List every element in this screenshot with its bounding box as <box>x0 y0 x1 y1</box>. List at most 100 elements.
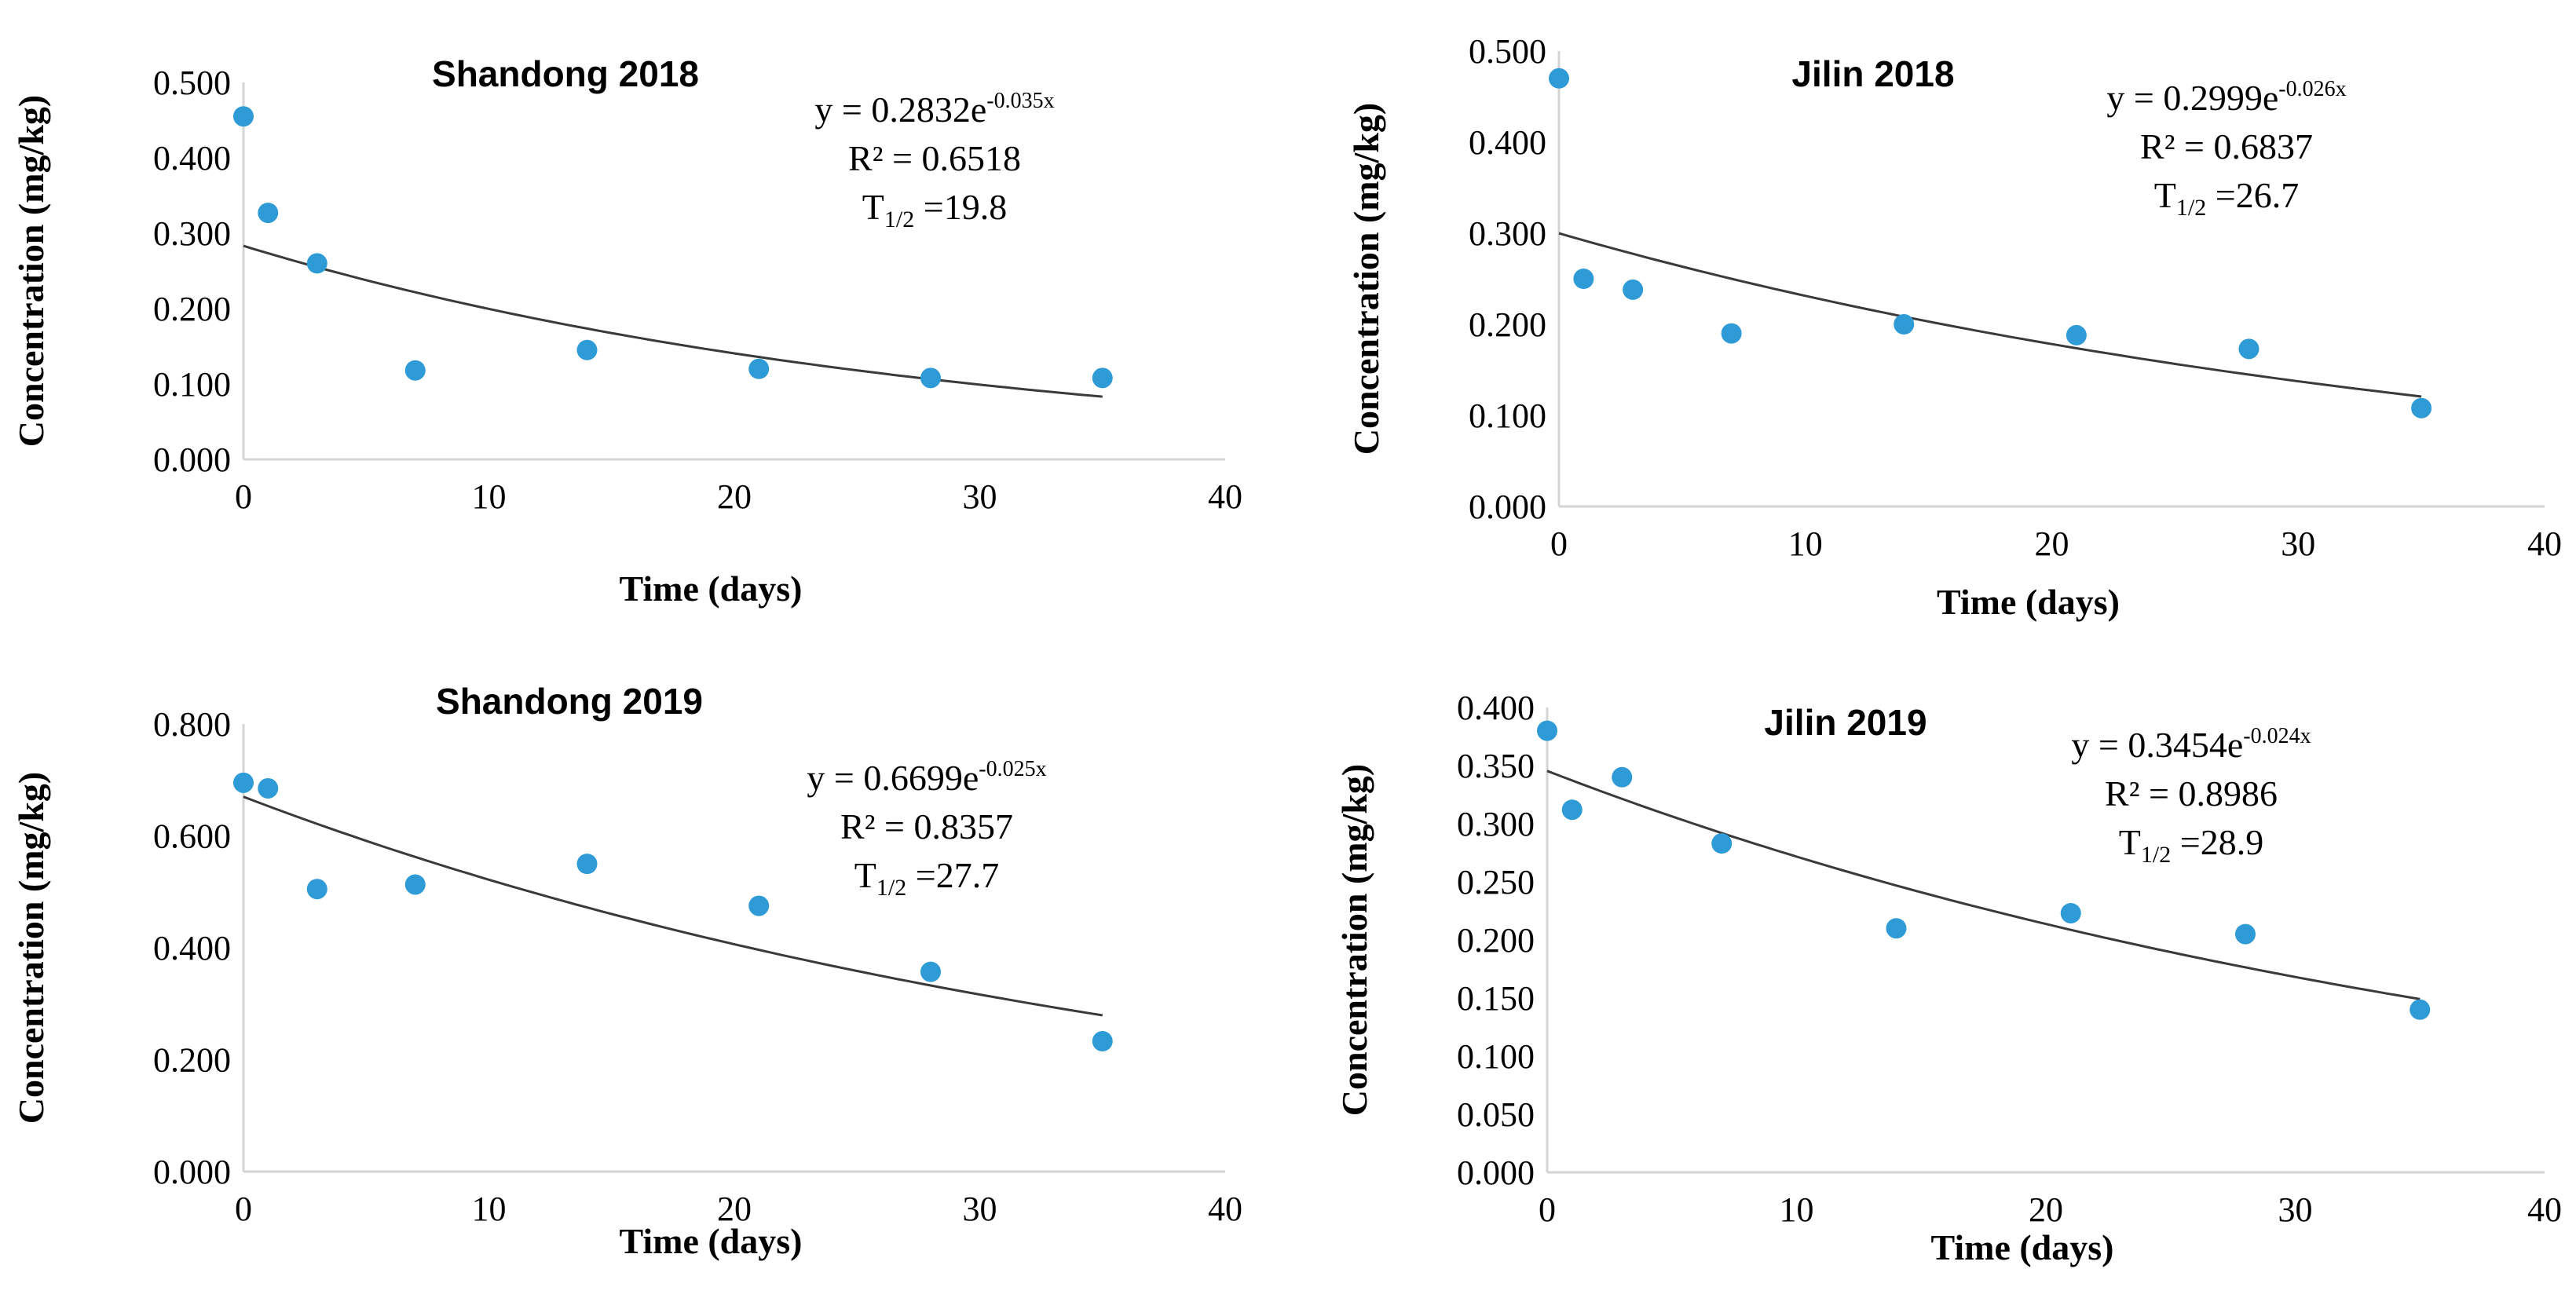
data-point <box>2410 999 2431 1020</box>
y-tick-label: 0.000 <box>1469 488 1546 526</box>
y-tick-label: 0.600 <box>153 817 231 856</box>
x-tick-label: 40 <box>2527 525 2562 563</box>
half-life: T1/2 =19.8 <box>862 187 1007 232</box>
data-point <box>1549 68 1569 89</box>
y-tick-label: 0.200 <box>1469 305 1546 344</box>
data-point <box>576 339 598 360</box>
trend-equation: y = 0.3454e-0.024x <box>2071 724 2311 765</box>
trendline <box>1558 232 2422 398</box>
x-tick-label: 0 <box>1550 525 1568 563</box>
y-tick-label: 0.250 <box>1457 863 1535 901</box>
chart-jilin-2019: 0.000 0.050 0.100 0.150 0.200 0.250 0.300 0.350… <box>1288 649 2576 1298</box>
r-squared: R² = 0.8357 <box>840 806 1013 846</box>
chart-title: Jilin 2019 <box>1764 702 1927 743</box>
data-point <box>1886 918 1907 939</box>
y-tick-label: 0.300 <box>1469 214 1546 253</box>
half-life: T1/2 =27.7 <box>854 855 999 901</box>
y-tick-label: 0.100 <box>1457 1037 1535 1076</box>
data-point <box>920 961 941 982</box>
y-tick-label: 0.300 <box>1457 805 1535 843</box>
chart-title: Shandong 2019 <box>436 681 703 722</box>
y-tick-label: 0.150 <box>1457 979 1535 1018</box>
half-life: T1/2 =28.9 <box>2119 822 2263 868</box>
data-point <box>258 777 279 799</box>
x-axis-label: Time (days) <box>1931 1227 2114 1267</box>
y-axis-label: Concentration (mg/kg) <box>1346 103 1386 455</box>
trend-equation: y = 0.2832e-0.035x <box>814 89 1054 130</box>
y-tick-label: 0.300 <box>153 214 231 253</box>
chart-svg: 0.000 0.050 0.100 0.150 0.200 0.250 0.300 0.350… <box>1334 689 2562 1267</box>
y-tick-label: 0.400 <box>1469 123 1546 162</box>
x-tick-label: 10 <box>1780 1190 1814 1229</box>
data-point <box>1711 833 1733 854</box>
data-point <box>2238 338 2259 360</box>
x-tick-label: 0 <box>235 477 252 516</box>
data-point <box>576 854 598 875</box>
x-tick-label: 10 <box>1788 525 1823 563</box>
x-tick-label: 30 <box>2281 525 2315 563</box>
data-point <box>2411 397 2432 419</box>
trendline <box>243 795 1103 1017</box>
data-point <box>233 772 254 793</box>
y-axis-label: Concentration (mg/kg) <box>11 772 51 1124</box>
data-point <box>2060 902 2081 923</box>
x-tick-label: 20 <box>2029 1190 2063 1229</box>
x-tick-label: 40 <box>2527 1190 2562 1229</box>
x-axis-label: Time (days) <box>1937 582 2120 622</box>
trendline <box>1546 770 2420 1000</box>
y-tick-label: 0.100 <box>153 365 231 404</box>
data-point <box>920 367 941 389</box>
data-point <box>233 106 254 127</box>
chart-svg: 0.000 0.100 0.200 0.300 0.400 0.500 0 10 20 30 40 T… <box>1346 32 2562 622</box>
chart-shandong-2019: 0.000 0.200 0.400 0.600 0.800 0 10 20 30 40 Time (… <box>0 649 1288 1298</box>
x-tick-label: 20 <box>2035 525 2069 563</box>
y-tick-label: 0.000 <box>153 1153 231 1191</box>
y-tick-label: 0.400 <box>153 139 231 177</box>
y-tick-label: 0.500 <box>153 64 231 102</box>
y-axis-label: Concentration (mg/kg) <box>11 95 51 447</box>
data-point <box>1612 766 1633 788</box>
x-tick-label: 20 <box>717 477 752 516</box>
y-tick-label: 0.000 <box>153 441 231 479</box>
x-tick-label: 10 <box>472 1190 507 1228</box>
y-tick-label: 0.200 <box>153 1041 231 1080</box>
data-point <box>748 358 770 379</box>
x-tick-label: 20 <box>717 1190 752 1228</box>
x-tick-label: 0 <box>235 1190 252 1228</box>
data-point <box>1894 314 1915 335</box>
data-point <box>748 895 770 916</box>
data-point <box>2066 324 2087 346</box>
x-tick-label: 0 <box>1539 1190 1556 1229</box>
data-point <box>306 253 327 274</box>
y-tick-label: 0.400 <box>153 929 231 967</box>
y-tick-label: 0.800 <box>153 705 231 744</box>
y-tick-label: 0.200 <box>153 290 231 328</box>
trendline <box>243 244 1103 398</box>
y-tick-label: 0.500 <box>1469 32 1546 71</box>
x-tick-label: 40 <box>1208 477 1242 516</box>
chart-svg: 0.000 0.100 0.200 0.300 0.400 0.500 0 10 20 30 40 T… <box>11 53 1242 609</box>
y-tick-label: 0.350 <box>1457 747 1535 785</box>
data-point <box>258 203 279 224</box>
chart-shandong-2018: 0.000 0.100 0.200 0.300 0.400 0.500 0 10 20 30 40 T… <box>0 0 1288 649</box>
x-axis-label: Time (days) <box>620 569 803 609</box>
data-point <box>404 874 426 895</box>
r-squared: R² = 0.6518 <box>848 138 1021 178</box>
chart-title: Shandong 2018 <box>432 53 699 94</box>
data-point <box>1092 367 1113 389</box>
data-point <box>1537 720 1557 741</box>
x-tick-label: 30 <box>963 477 997 516</box>
x-tick-label: 30 <box>2278 1190 2313 1229</box>
r-squared: R² = 0.8986 <box>2105 773 2278 814</box>
y-tick-label: 0.400 <box>1457 689 1535 727</box>
chart-title: Jilin 2018 <box>1791 53 1954 94</box>
y-tick-label: 0.100 <box>1469 397 1546 435</box>
data-point <box>1561 799 1583 821</box>
data-point <box>2235 923 2256 945</box>
y-tick-label: 0.050 <box>1457 1095 1535 1134</box>
chart-jilin-2018: 0.000 0.100 0.200 0.300 0.400 0.500 0 10 20 30 40 T… <box>1288 0 2576 649</box>
data-point <box>1092 1030 1113 1051</box>
half-life: T1/2 =26.7 <box>2154 175 2299 221</box>
trend-equation: y = 0.6699e-0.025x <box>807 757 1046 798</box>
